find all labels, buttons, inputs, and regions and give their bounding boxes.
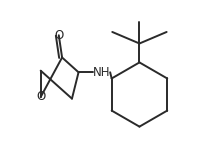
Text: O: O	[36, 90, 45, 103]
Text: O: O	[54, 29, 63, 42]
Text: NH: NH	[93, 66, 110, 79]
